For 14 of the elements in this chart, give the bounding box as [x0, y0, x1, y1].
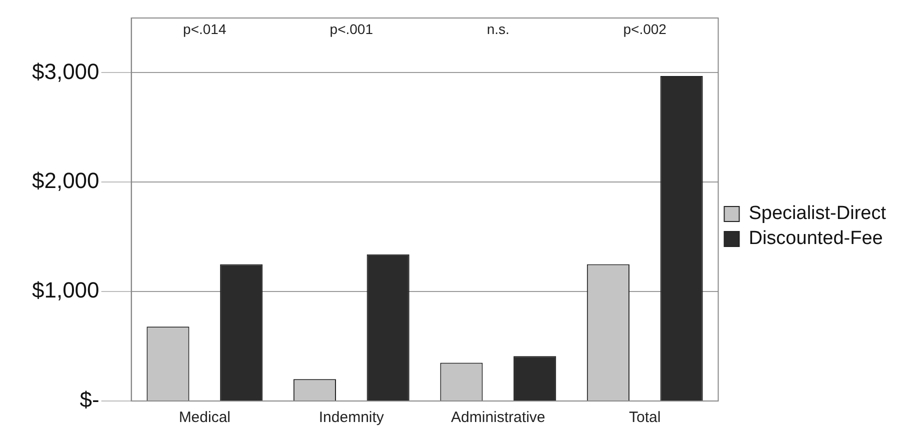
- legend-label: Specialist-Direct: [748, 203, 887, 224]
- y-tick-label: $-: [80, 387, 100, 412]
- x-tick-label: Medical: [178, 409, 230, 426]
- y-tick-label: $3,000: [32, 58, 100, 84]
- legend-label: Discounted-Fee: [748, 228, 883, 250]
- y-tick-label: $1,000: [32, 278, 100, 303]
- x-tick-label: Total: [629, 409, 661, 426]
- y-tick-label: $2,000: [32, 168, 100, 194]
- annotation: p<.014: [183, 20, 226, 37]
- annotation: p<.002: [623, 20, 667, 37]
- x-tick-label: Indemnity: [318, 409, 384, 426]
- annotation: n.s.: [486, 20, 510, 37]
- annotation: p<.001: [330, 20, 374, 37]
- x-tick-label: Administrative: [451, 409, 546, 426]
